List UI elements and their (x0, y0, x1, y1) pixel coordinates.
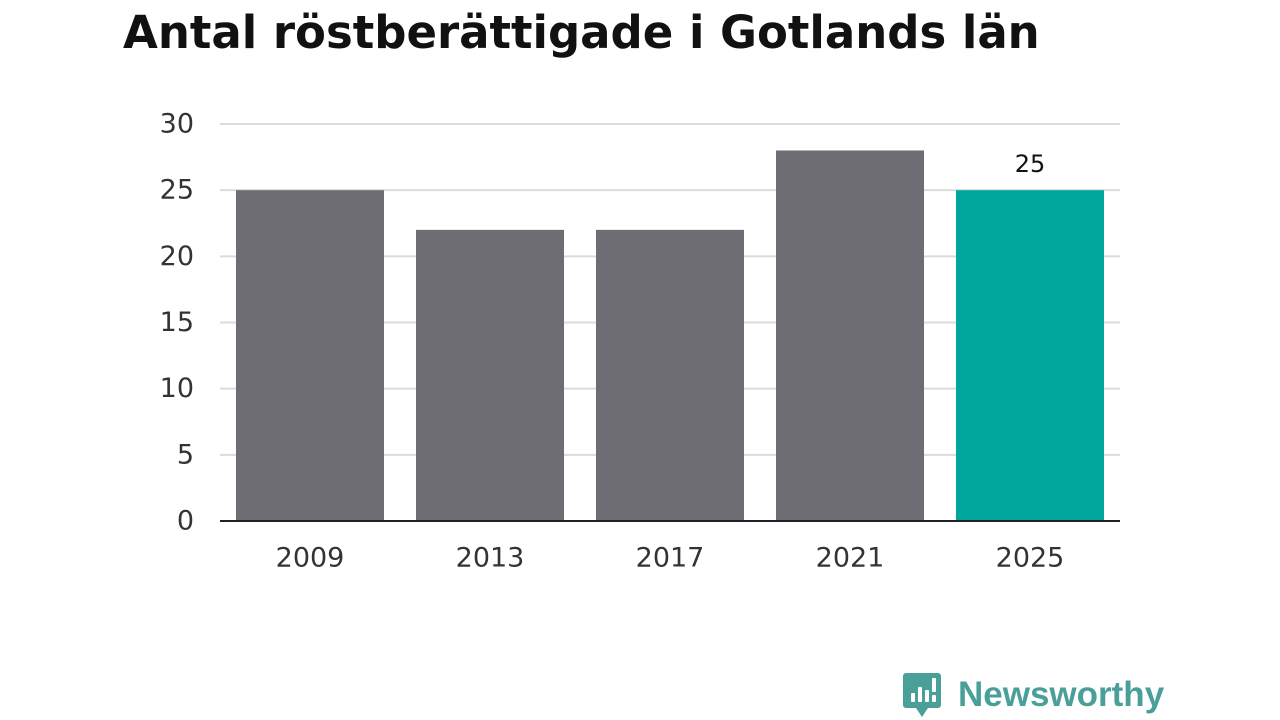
y-tick-label: 5 (177, 439, 194, 470)
x-tick-label: 2013 (456, 543, 525, 574)
brand-name: Newsworthy (958, 675, 1165, 714)
bar (776, 150, 924, 521)
newsworthy-logo-icon (903, 673, 941, 717)
y-tick-label: 15 (160, 307, 194, 338)
y-tick-label: 20 (160, 241, 194, 272)
x-tick-label: 2009 (276, 543, 345, 574)
y-tick-label: 10 (160, 373, 194, 404)
brand-logo: Newsworthy (902, 670, 1164, 720)
x-tick-label: 2017 (636, 543, 705, 574)
bar (416, 229, 564, 521)
bar (596, 229, 744, 521)
chart-title: Antal röstberättigade i Gotlands län (123, 6, 1040, 59)
x-tick-label: 2025 (996, 543, 1065, 574)
bar (236, 190, 384, 521)
y-tick-label: 25 (160, 175, 194, 206)
y-tick-label: 0 (177, 506, 194, 537)
x-tick-label: 2021 (816, 543, 885, 574)
bar-highlight (956, 190, 1104, 521)
data-label: 25 (1015, 150, 1046, 178)
y-tick-label: 30 (160, 109, 194, 140)
